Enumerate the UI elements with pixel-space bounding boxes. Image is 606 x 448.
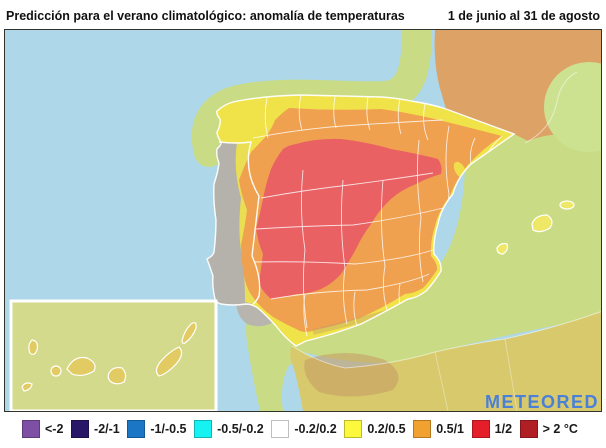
la-gomera-island [50, 365, 62, 377]
legend-item: <-2 [22, 420, 63, 438]
legend-label: > 2 °C [542, 422, 578, 436]
legend-label: 0.2/0.5 [367, 422, 406, 436]
legend-label: -1/-0.5 [150, 422, 187, 436]
gran-canaria-island [107, 366, 127, 385]
la-palma-island [28, 339, 39, 356]
legend-swatch [194, 420, 213, 438]
fuerteventura-island [155, 346, 183, 377]
lanzarote-island [181, 322, 197, 344]
legend-item: -1/-0.5 [127, 420, 187, 438]
legend-bar: <-2 -2/-1 -1/-0.5 -0.5/-0.2 -0.2/0.2 0.2… [0, 412, 606, 448]
legend-label: 0.5/1 [436, 422, 465, 436]
legend-item: -2/-1 [71, 420, 120, 438]
legend-item: -0.5/-0.2 [194, 420, 264, 438]
meteored-logo: METEORED [485, 392, 599, 411]
africa-coastline [291, 311, 601, 369]
balearic-islands [496, 200, 575, 255]
date-range: 1 de junio al 31 de agosto [447, 8, 600, 23]
canary-islands [21, 322, 197, 392]
iberia-coastline [206, 94, 516, 347]
legend-swatch [344, 420, 363, 438]
france-coastline [524, 71, 578, 144]
inset-box [9, 299, 218, 411]
legend-label: -0.5/-0.2 [217, 422, 264, 436]
legend-label: 1/2 [494, 422, 513, 436]
legend-label: -2/-1 [94, 422, 120, 436]
gulf-of-lion-sea-patch [544, 62, 601, 152]
legend-swatch [271, 420, 290, 438]
ibiza-island [496, 242, 509, 255]
mediterranean-sea-band [289, 125, 601, 363]
africa-borders [434, 338, 518, 411]
mallorca-island [531, 214, 553, 233]
tenerife-island [66, 356, 96, 377]
legend-label: -0.2/0.2 [294, 422, 337, 436]
legend-item: -0.2/0.2 [271, 420, 337, 438]
header-bar: Predicción para el verano climatológico:… [0, 0, 606, 29]
legend-item: 0.5/1 [413, 420, 464, 438]
legend-label: <-2 [45, 422, 64, 436]
spain-portugal-border [218, 141, 261, 305]
legend-swatch [127, 420, 146, 438]
spain-anomaly-map: METEORED [5, 30, 601, 411]
legend-swatch [519, 420, 538, 438]
legend-swatch [22, 420, 40, 438]
atlas-mountains-shade [304, 353, 399, 397]
el-hierro-island [21, 382, 33, 392]
legend-swatch [471, 420, 490, 438]
legend-item: > 2 °C [519, 420, 578, 438]
map-frame: METEORED [4, 29, 602, 412]
legend-item: 1/2 [471, 420, 513, 438]
canary-islands-inset [9, 299, 218, 411]
map-title: Predicción para el verano climatológico:… [6, 8, 405, 23]
legend-swatch [71, 420, 90, 438]
legend-item: 0.2/0.5 [344, 420, 406, 438]
menorca-island [559, 200, 575, 210]
legend-swatch [413, 420, 432, 438]
